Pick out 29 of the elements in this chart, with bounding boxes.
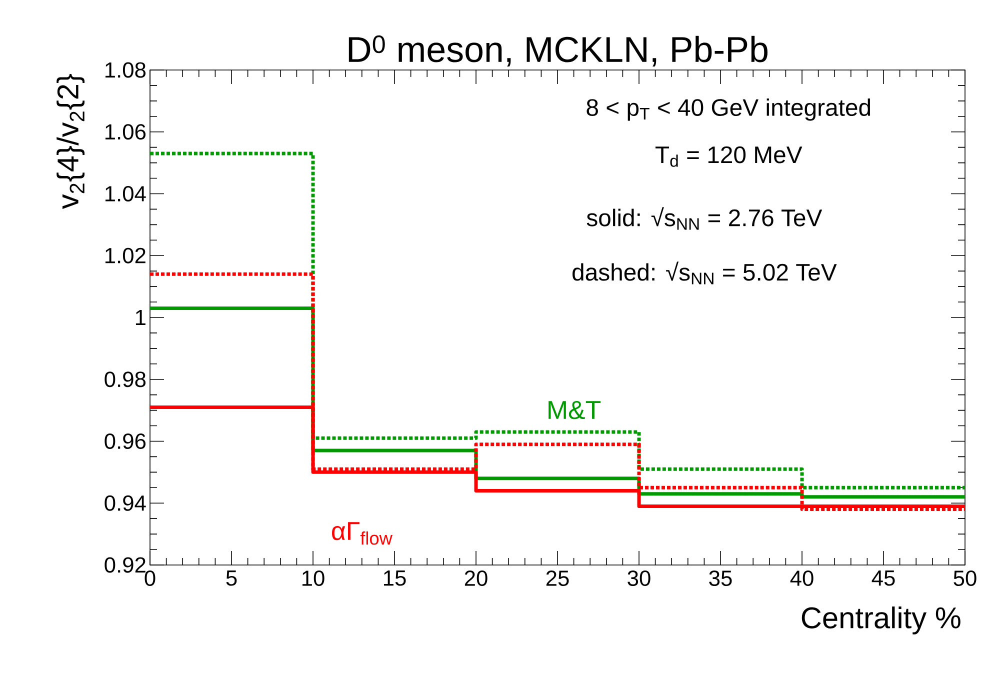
- x-tick-label: 20: [464, 570, 488, 586]
- annotation: T$_{d}$ = 120 MeV: [656, 146, 802, 167]
- y-tick-label: 0.96: [104, 433, 146, 449]
- x-tick-label: 15: [384, 570, 406, 586]
- y-tick-label: 1.08: [106, 62, 146, 78]
- x-tick-label: 50: [954, 570, 976, 586]
- x-axis-title: Centrality %: [802, 606, 960, 634]
- x-tick-label: 10: [302, 570, 324, 586]
- y-tick-label: 1.04: [106, 186, 146, 202]
- x-tick-label: 35: [709, 570, 732, 586]
- annotation: solid: √s$_{NN}$ = 2.76 TeV: [586, 207, 822, 230]
- y-tick-label: 1.06: [106, 124, 146, 140]
- chart-title: D$^{0}$ meson, MCKLN, Pb-Pb: [348, 35, 768, 66]
- y-tick-label: 1: [136, 310, 146, 326]
- y-tick-label: 0.94: [104, 495, 146, 511]
- series-label: αΓ$_{flow}$: [332, 522, 392, 545]
- y-tick-label: 0.92: [104, 557, 146, 573]
- y-axis-title: v$_{2}${4}/v$_{2}${2}: [56, 74, 84, 210]
- annotation: 8 < p$_{T}$ < 40 GeV integrated: [586, 98, 870, 121]
- x-tick-label: 25: [546, 570, 569, 586]
- x-tick-label: 5: [226, 570, 237, 586]
- x-tick-label: 40: [790, 570, 814, 586]
- x-tick-label: 45: [872, 570, 895, 586]
- x-tick-label: 0: [144, 570, 156, 586]
- text: M&T: [548, 400, 601, 420]
- x-tick-label: 30: [628, 570, 650, 586]
- y-tick-label: 1.02: [106, 248, 146, 264]
- annotation: dashed: √s$_{NN}$ = 5.02 TeV: [572, 262, 837, 284]
- y-tick-label: 0.98: [104, 372, 146, 388]
